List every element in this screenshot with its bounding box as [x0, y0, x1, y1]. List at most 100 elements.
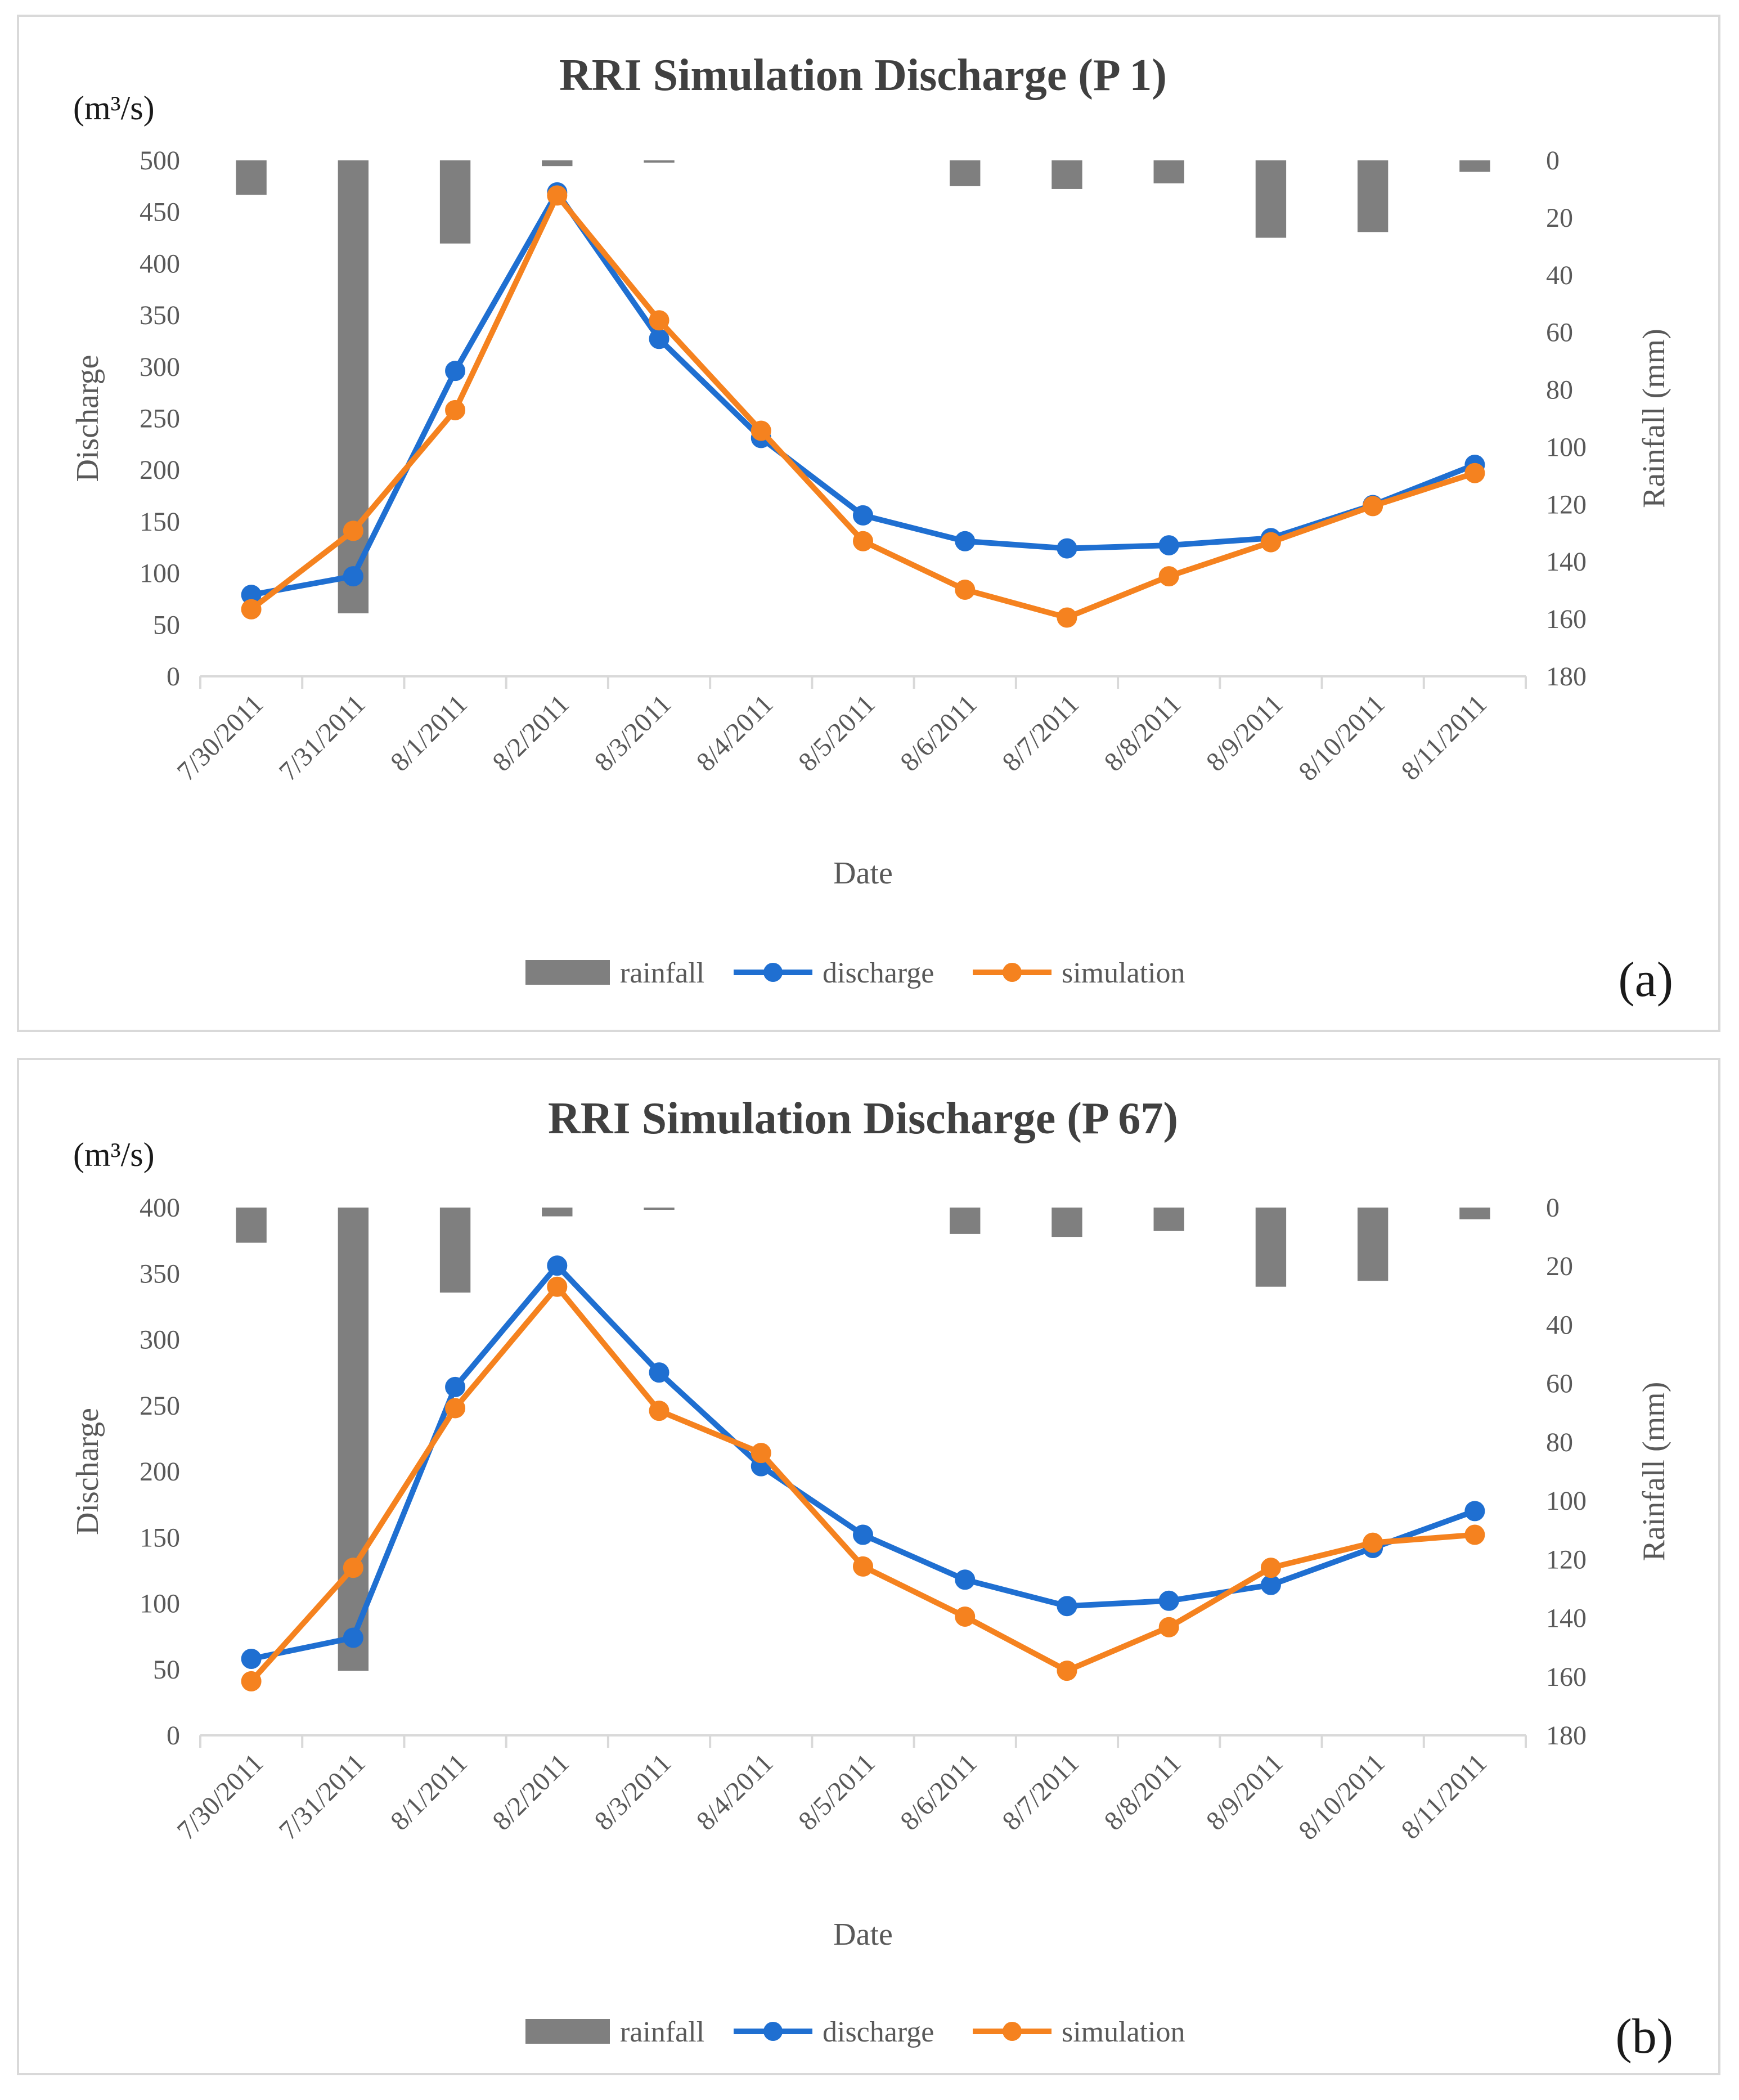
y2-tick-label: 80	[1546, 375, 1573, 405]
discharge-point	[1158, 1590, 1179, 1611]
simulation-point	[445, 400, 466, 420]
x-tick-label: 8/10/2011	[1293, 689, 1391, 787]
x-tick-label: 8/6/2011	[895, 689, 983, 777]
y-tick-label: 350	[140, 300, 180, 330]
x-tick-label: 8/9/2011	[1201, 689, 1289, 777]
x-tick-label: 7/31/2011	[273, 689, 371, 787]
y2-tick-label: 160	[1546, 604, 1587, 634]
discharge-point	[1057, 538, 1077, 559]
rainfall-bar	[1357, 160, 1388, 232]
legend-simulation-marker	[1003, 2022, 1022, 2041]
x-tick-label: 8/2/2011	[487, 1748, 575, 1836]
legend-simulation-label: simulation	[1062, 2016, 1185, 2048]
legend-simulation-marker	[1003, 963, 1022, 982]
x-tick-label: 8/8/2011	[1099, 1748, 1187, 1836]
y2-tick-label: 20	[1546, 1251, 1573, 1281]
simulation-point	[853, 531, 873, 551]
y-axis-title: Discharge	[70, 1408, 105, 1535]
rainfall-bar	[439, 160, 471, 244]
x-tick-label: 8/4/2011	[691, 1748, 779, 1836]
y2-tick-label: 0	[1546, 146, 1560, 176]
simulation-point	[241, 1671, 262, 1691]
y2-tick-label: 20	[1546, 203, 1573, 233]
rainfall-bar	[236, 1208, 267, 1243]
simulation-point	[1464, 1524, 1485, 1545]
y2-tick-label: 80	[1546, 1428, 1573, 1457]
x-tick-label: 8/1/2011	[385, 689, 473, 777]
y2-tick-label: 100	[1546, 432, 1587, 462]
simulation-point	[1158, 1617, 1179, 1637]
x-tick-label: 8/8/2011	[1099, 689, 1187, 777]
panel-label: (a)	[1618, 953, 1673, 1007]
rainfall-bar	[1459, 1208, 1490, 1219]
rainfall-bar	[1052, 160, 1082, 189]
y-tick-label: 50	[153, 610, 180, 640]
rainfall-bar	[1052, 1208, 1082, 1237]
simulation-point	[1158, 566, 1179, 587]
rainfall-bar	[1357, 1208, 1388, 1281]
y2-tick-label: 60	[1546, 1369, 1573, 1399]
rainfall-bar	[542, 1208, 573, 1217]
legend-discharge-marker	[763, 963, 783, 982]
simulation-point	[649, 1401, 669, 1421]
rainfall-bar	[338, 1208, 369, 1671]
unit-label: (m³/s)	[73, 89, 155, 127]
simulation-point	[1363, 1532, 1383, 1553]
discharge-point	[1057, 1596, 1077, 1617]
rainfall-bar	[950, 1208, 981, 1234]
rainfall-bar	[644, 160, 675, 163]
x-tick-label: 8/1/2011	[385, 1748, 473, 1836]
discharge-point	[955, 531, 976, 551]
legend-discharge-label: discharge	[823, 957, 934, 989]
y2-tick-label: 140	[1546, 1604, 1587, 1634]
simulation-point	[955, 1606, 976, 1627]
chart-a: RRI Simulation Discharge (P 1) (m³/s) 0 50 1…	[70, 51, 1673, 1007]
x-axis-title: Date	[833, 856, 893, 891]
simulation-point	[547, 185, 568, 206]
y2-tick-label: 160	[1546, 1662, 1587, 1692]
unit-label: (m³/s)	[73, 1136, 155, 1173]
y2-tick-label: 40	[1546, 261, 1573, 290]
rainfall-bar	[1153, 1208, 1184, 1231]
chart-panel-b: RRI Simulation Discharge (P 67) (m³/s) 0 50…	[17, 1058, 1720, 2075]
rainfall-bar	[950, 160, 981, 186]
y2-axis-title: Rainfall (mm)	[1637, 329, 1671, 508]
y-tick-label: 0	[167, 1721, 180, 1751]
simulation-line	[249, 1284, 1475, 1684]
y2-tick-label: 40	[1546, 1310, 1573, 1340]
legend-rainfall-swatch	[525, 960, 610, 985]
discharge-point	[853, 505, 873, 526]
y2-tick-label: 180	[1546, 1721, 1587, 1751]
rainfall-bar	[1255, 1208, 1287, 1287]
discharge-point	[1464, 1501, 1485, 1522]
y2-tick-label: 0	[1546, 1193, 1560, 1223]
x-tick-label: 8/5/2011	[793, 689, 881, 777]
simulation-point	[1464, 463, 1485, 483]
simulation-point	[751, 1443, 771, 1464]
y-tick-label: 400	[140, 249, 180, 279]
discharge-point	[649, 1362, 669, 1383]
x-tick-label: 8/3/2011	[588, 689, 677, 777]
y-tick-label: 100	[140, 559, 180, 589]
discharge-point	[343, 1627, 363, 1648]
rainfall-bar	[1153, 160, 1184, 183]
y-tick-label: 150	[140, 1523, 180, 1552]
chart-b: RRI Simulation Discharge (P 67) (m³/s) 0 50…	[70, 1094, 1673, 2064]
x-tick-label: 8/10/2011	[1293, 1748, 1391, 1846]
x-tick-label: 8/7/2011	[996, 1748, 1085, 1836]
x-tick-label: 7/31/2011	[273, 1748, 371, 1846]
y2-tick-label: 120	[1546, 1545, 1587, 1574]
y-tick-label: 0	[167, 662, 180, 692]
legend-rainfall-label: rainfall	[620, 957, 704, 989]
simulation-point	[547, 1276, 568, 1297]
discharge-point	[445, 361, 466, 382]
y-tick-label: 250	[140, 404, 180, 434]
discharge-point	[547, 1255, 568, 1276]
x-axis-title: Date	[833, 1917, 893, 1952]
y2-axis-title: Rainfall (mm)	[1637, 1382, 1671, 1561]
simulation-point	[751, 420, 771, 441]
y2-tick-label: 180	[1546, 662, 1587, 692]
y-tick-label: 50	[153, 1655, 180, 1685]
x-tick-label: 8/4/2011	[691, 689, 779, 777]
legend-simulation-label: simulation	[1062, 957, 1185, 989]
